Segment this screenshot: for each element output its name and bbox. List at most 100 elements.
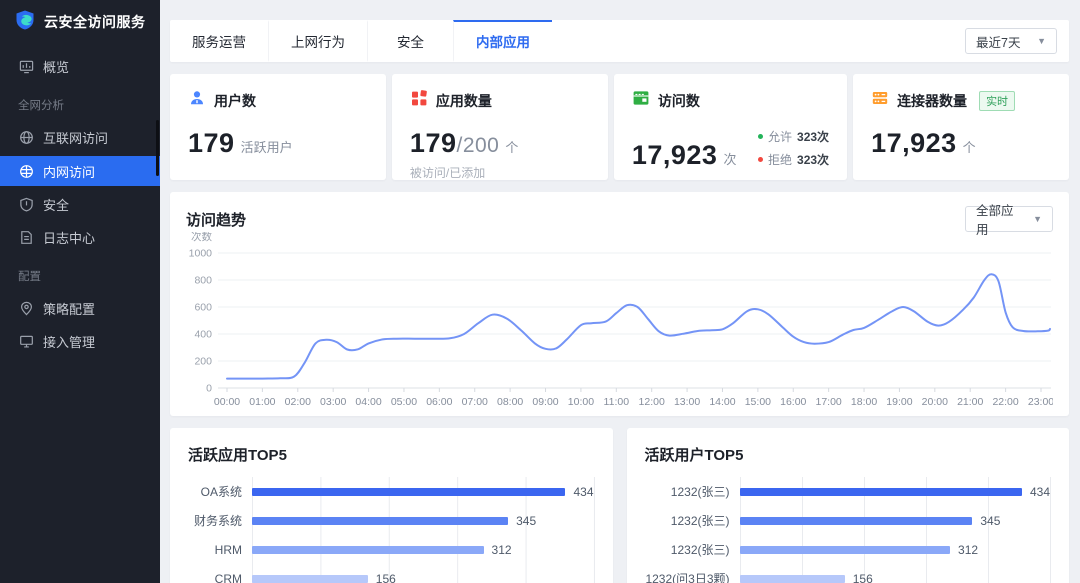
bar-fill xyxy=(252,487,566,496)
bar-row: OA系统 434 xyxy=(188,477,595,506)
bar-category-label: OA系统 xyxy=(200,485,242,499)
bar-value: 312 xyxy=(491,542,512,557)
bar-track: 345 xyxy=(252,506,595,535)
bar-fill xyxy=(739,545,951,554)
security-icon xyxy=(18,197,34,213)
realtime-badge: 实时 xyxy=(979,90,1016,111)
stat-title: 访问数 xyxy=(657,92,700,109)
bar-category-label: CRM xyxy=(214,571,242,583)
top5-row: 活跃应用TOP5 OA系统 434 财务系统 345 HRM 312 CRM 156 活跃用户… xyxy=(170,428,1069,583)
bar-category-label: 1232(问3日3颗) xyxy=(645,572,730,583)
sidebar-item-label: 接入管理 xyxy=(43,335,96,350)
sidebar-item-log-center[interactable]: 日志中心 xyxy=(0,221,160,254)
svg-text:12:00: 12:00 xyxy=(639,396,665,408)
sidebar-scrollbar[interactable] xyxy=(156,120,159,176)
sidebar-item-label: 互联网访问 xyxy=(43,131,109,146)
stat-card-visits: 访问数 17,923 次 允许 323次 拒绝 323次 xyxy=(613,74,848,180)
svg-text:次数: 次数 xyxy=(191,232,212,243)
svg-text:10:00: 10:00 xyxy=(568,396,594,408)
svg-text:800: 800 xyxy=(194,275,212,287)
top-apps-title: 活跃应用TOP5 xyxy=(188,447,287,464)
svg-text:14:00: 14:00 xyxy=(709,396,735,408)
tab-label: 服务运营 xyxy=(192,35,246,50)
tab-internal-apps[interactable]: 内部应用 xyxy=(453,20,552,62)
bar-fill xyxy=(252,545,484,554)
tab-label: 安全 xyxy=(397,35,424,50)
sidebar-item-label: 日志中心 xyxy=(43,231,96,246)
sidebar-item-internet-access[interactable]: 互联网访问 xyxy=(0,121,160,154)
svg-text:0: 0 xyxy=(206,383,212,395)
sidebar-item-intranet-access[interactable]: 内网访问 xyxy=(0,156,160,186)
top-apps-card: 活跃应用TOP5 OA系统 434 财务系统 345 HRM 312 CRM 156 xyxy=(170,428,613,583)
internet-access-icon xyxy=(18,130,34,146)
bar-category-label: 1232(张三) xyxy=(670,485,730,499)
svg-text:11:00: 11:00 xyxy=(604,396,630,408)
stat-title: 用户数 xyxy=(214,92,256,109)
bar-value: 156 xyxy=(375,571,396,583)
top-users-card: 活跃用户TOP5 1232(张三) 434 1232(张三) 345 1232(张三) 3… xyxy=(626,428,1069,583)
svg-text:22:00: 22:00 xyxy=(992,396,1018,408)
time-range-select[interactable]: 最近7天 ▼ xyxy=(965,28,1057,54)
stat-value: 17,923 xyxy=(631,140,718,170)
svg-text:08:00: 08:00 xyxy=(497,396,523,408)
svg-text:03:00: 03:00 xyxy=(320,396,346,408)
bar-row: 1232(问3日3颗) 156 xyxy=(645,564,1051,583)
app-logo: 云安全访问服务 xyxy=(0,0,160,44)
trend-line-svg: 0 200 400 600 800 1000 次数 00:00 01:00 02:00 03:00 0… xyxy=(189,230,1055,408)
svg-text:13:00: 13:00 xyxy=(674,396,700,408)
access-trend-chart: 0 200 400 600 800 1000 次数 00:00 01:00 02:00 03:00 0… xyxy=(186,230,1055,423)
stat-title: 连接器数量 xyxy=(897,92,968,109)
svg-text:00:00: 00:00 xyxy=(214,396,240,408)
svg-text:16:00: 16:00 xyxy=(780,396,806,408)
sidebar: 云安全访问服务 概览 全网分析 互联网访问 内网访问 xyxy=(0,0,160,583)
bar-value: 156 xyxy=(852,571,873,583)
svg-text:400: 400 xyxy=(194,329,212,341)
bar-track: 345 xyxy=(739,506,1051,535)
svg-text:09:00: 09:00 xyxy=(532,396,558,408)
stat-unit: 次 xyxy=(723,152,737,167)
tabs: 服务运营 上网行为 安全 内部应用 xyxy=(170,20,552,62)
sidebar-item-overview[interactable]: 概览 xyxy=(0,50,160,83)
apps-icon xyxy=(410,89,428,112)
stat-total: /200 xyxy=(456,134,500,157)
svg-text:19:00: 19:00 xyxy=(886,396,912,408)
top-users-title: 活跃用户TOP5 xyxy=(644,447,744,464)
top-apps-chart: OA系统 434 财务系统 345 HRM 312 CRM 156 xyxy=(188,477,595,583)
legend-deny: 拒绝 323次 xyxy=(758,151,829,168)
users-icon xyxy=(188,89,206,112)
svg-text:02:00: 02:00 xyxy=(285,396,311,408)
tab-internet-behavior[interactable]: 上网行为 xyxy=(268,20,367,62)
bar-track: 156 xyxy=(252,564,595,583)
bar-track: 434 xyxy=(252,477,595,506)
sidebar-section-analysis: 全网分析 xyxy=(18,100,64,112)
sidebar-item-security[interactable]: 安全 xyxy=(0,188,160,221)
bar-value: 434 xyxy=(1029,484,1050,499)
sidebar-item-label: 概览 xyxy=(43,60,70,75)
tab-security[interactable]: 安全 xyxy=(367,20,453,62)
svg-text:600: 600 xyxy=(194,302,212,314)
bar-value: 345 xyxy=(516,513,537,528)
bar-category-label: HRM xyxy=(214,542,242,557)
svg-text:18:00: 18:00 xyxy=(851,396,877,408)
top-tabbar: 服务运营 上网行为 安全 内部应用 最近7天 ▼ xyxy=(170,20,1069,62)
app-filter-select[interactable]: 全部应用 ▼ xyxy=(965,204,1053,237)
main-content: 服务运营 上网行为 安全 内部应用 最近7天 ▼ 用户数 xyxy=(160,0,1080,583)
overview-icon xyxy=(18,59,34,75)
bar-value: 434 xyxy=(573,484,594,499)
sidebar-item-label: 策略配置 xyxy=(43,302,96,317)
stat-unit: 个 xyxy=(962,140,976,155)
log-center-icon xyxy=(18,230,34,246)
sidebar-item-access-management[interactable]: 接入管理 xyxy=(0,325,160,358)
bar-category-label: 1232(张三) xyxy=(670,514,730,528)
access-management-icon xyxy=(18,334,34,350)
stat-card-users: 用户数 179 活跃用户 xyxy=(170,74,386,180)
stat-subtitle: 被访问/已添加 xyxy=(409,166,486,180)
stat-card-connectors: 连接器数量 实时 17,923 个 xyxy=(853,74,1069,180)
stat-unit: 个 xyxy=(505,140,519,155)
bar-fill xyxy=(252,574,368,583)
sidebar-item-policy-config[interactable]: 策略配置 xyxy=(0,292,160,325)
svg-text:200: 200 xyxy=(194,356,212,368)
visits-legend: 允许 323次 拒绝 323次 xyxy=(758,128,829,168)
trend-line-series xyxy=(226,273,1051,380)
tab-service-operation[interactable]: 服务运营 xyxy=(170,20,268,62)
